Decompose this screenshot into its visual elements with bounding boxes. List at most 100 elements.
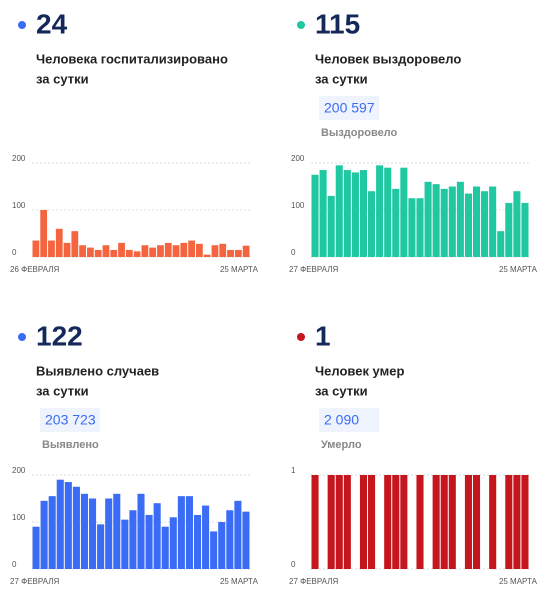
bar bbox=[319, 170, 327, 257]
bar bbox=[56, 479, 64, 569]
bar bbox=[48, 240, 55, 257]
headline: 24 bbox=[36, 8, 68, 39]
bar bbox=[448, 475, 456, 569]
y-tick-label: 100 bbox=[12, 201, 26, 210]
marker-dot bbox=[297, 21, 305, 29]
subtitle: за сутки bbox=[315, 383, 368, 398]
subtitle: Человека госпитализировано bbox=[36, 51, 228, 66]
bar bbox=[432, 475, 440, 569]
bar bbox=[180, 242, 188, 257]
bar bbox=[79, 245, 86, 257]
subtitle: Выявлено случаев bbox=[36, 363, 159, 378]
x-tick-label: 25 МАРТА bbox=[220, 265, 259, 274]
y-tick-label: 0 bbox=[291, 248, 296, 257]
subtitle: Человек выздоровело bbox=[315, 51, 461, 66]
y-tick-label: 0 bbox=[12, 248, 17, 257]
bar bbox=[368, 191, 376, 257]
bar bbox=[392, 475, 400, 569]
bar bbox=[408, 198, 416, 257]
bar bbox=[234, 249, 242, 257]
headline: 1 bbox=[315, 320, 331, 351]
bar bbox=[481, 191, 489, 257]
subtitle: за сутки bbox=[36, 383, 89, 398]
bar bbox=[64, 482, 72, 569]
bar bbox=[226, 510, 234, 569]
bar bbox=[177, 496, 185, 569]
bar bbox=[489, 475, 497, 569]
bar bbox=[105, 498, 113, 569]
headline: 115 bbox=[315, 8, 360, 39]
bar bbox=[311, 475, 319, 569]
bar bbox=[72, 486, 80, 569]
subtitle: за сутки bbox=[315, 71, 368, 86]
bar bbox=[118, 242, 125, 257]
bar bbox=[210, 531, 218, 569]
bar bbox=[368, 475, 376, 569]
bar bbox=[335, 475, 343, 569]
bar bbox=[513, 191, 521, 257]
total-box bbox=[319, 96, 379, 120]
bar bbox=[211, 245, 219, 257]
bar bbox=[440, 188, 448, 257]
bar bbox=[505, 202, 513, 257]
y-tick-label: 100 bbox=[291, 201, 305, 210]
bar bbox=[472, 475, 481, 569]
bar bbox=[125, 249, 133, 257]
bar bbox=[392, 188, 400, 257]
bar bbox=[400, 167, 408, 257]
bar bbox=[384, 167, 392, 257]
bar bbox=[359, 475, 368, 569]
bar bbox=[464, 475, 472, 569]
bar bbox=[40, 500, 48, 569]
y-tick-label: 200 bbox=[12, 466, 26, 475]
x-tick-label: 27 ФЕВРАЛЯ bbox=[289, 265, 338, 274]
bar bbox=[219, 243, 227, 257]
bar bbox=[432, 184, 440, 257]
bar bbox=[489, 186, 497, 257]
bar bbox=[521, 202, 529, 257]
x-tick-label: 27 ФЕВРАЛЯ bbox=[289, 577, 338, 586]
bar bbox=[149, 247, 157, 257]
bar bbox=[234, 500, 242, 569]
bar bbox=[440, 475, 448, 569]
bar bbox=[456, 181, 464, 257]
bar bbox=[110, 249, 118, 257]
bar bbox=[521, 475, 529, 569]
bar bbox=[94, 249, 102, 257]
bar bbox=[87, 247, 94, 257]
total-box bbox=[319, 408, 379, 432]
subtitle: Человек умер bbox=[315, 363, 404, 378]
bar bbox=[97, 524, 105, 569]
bar bbox=[242, 245, 250, 257]
bar bbox=[242, 511, 250, 569]
marker-dot bbox=[297, 333, 305, 341]
bar bbox=[203, 254, 211, 257]
total: 200 597 bbox=[324, 100, 375, 116]
bar bbox=[359, 170, 368, 257]
bar bbox=[169, 517, 177, 569]
x-tick-label: 25 МАРТА bbox=[220, 577, 259, 586]
bar bbox=[157, 245, 164, 257]
total: 203 723 bbox=[45, 412, 96, 428]
total-label: Умерло bbox=[321, 439, 362, 451]
bar bbox=[400, 475, 408, 569]
bar bbox=[448, 186, 456, 257]
bar bbox=[185, 496, 193, 569]
bar bbox=[172, 245, 180, 257]
subtitle: за сутки bbox=[36, 71, 89, 86]
bar bbox=[102, 245, 110, 257]
bar bbox=[129, 510, 137, 569]
bar bbox=[71, 231, 79, 257]
bar bbox=[227, 249, 234, 257]
bar bbox=[141, 245, 149, 257]
bar bbox=[472, 186, 481, 257]
bar bbox=[40, 210, 48, 257]
x-tick-label: 26 ФЕВРАЛЯ bbox=[10, 265, 59, 274]
bar bbox=[416, 198, 424, 257]
bar bbox=[311, 174, 319, 257]
bar bbox=[416, 475, 424, 569]
bar bbox=[48, 496, 56, 569]
x-tick-label: 25 МАРТА bbox=[499, 265, 538, 274]
bar bbox=[327, 475, 335, 569]
